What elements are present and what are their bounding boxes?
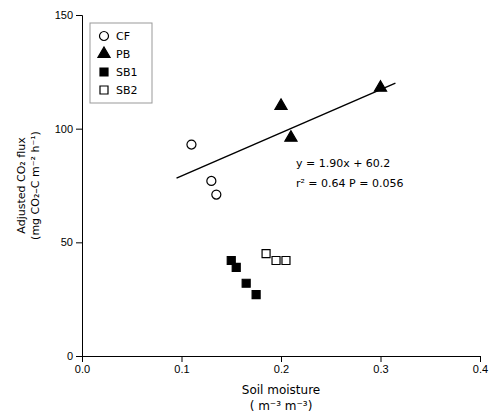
x-tick-label: 0.1: [174, 363, 189, 375]
legend-label: CF: [116, 30, 130, 43]
y-tick-label: 50: [61, 236, 73, 248]
point: [242, 279, 250, 287]
point: [285, 131, 297, 142]
annotation: r² = 0.64 P = 0.056: [296, 177, 403, 190]
y-tick: 150: [55, 9, 82, 21]
legend-symbol: [98, 47, 110, 58]
y-tick-label: 0: [67, 350, 73, 362]
x-tick-label: 0.0: [75, 363, 90, 375]
annotation: y = 1.90x + 60.2: [296, 157, 390, 170]
x-tick: 0.0: [75, 356, 90, 375]
y-tick-label: 100: [55, 123, 73, 135]
x-tick: 0.3: [373, 356, 388, 375]
point: [212, 190, 221, 199]
x-axis-line: [83, 357, 481, 363]
legend-symbol: [100, 68, 108, 76]
x-tick-label: 0.3: [373, 363, 388, 375]
point: [207, 176, 216, 185]
y-axis-line: [76, 16, 83, 357]
y-tick-mark: [76, 15, 82, 16]
point: [252, 291, 260, 299]
legend-label: SB1: [116, 66, 138, 79]
x-tick: 0.2: [274, 356, 289, 375]
y-axis: 0 50 100 150: [55, 9, 83, 362]
point: [262, 250, 270, 258]
y-tick-mark: [76, 356, 82, 357]
x-tick: 0.4: [473, 356, 488, 375]
x-tick-label: 0.4: [473, 363, 488, 375]
point: [282, 257, 290, 265]
x-tick-mark: [381, 356, 382, 362]
legend: CF PB SB1 SB2: [90, 23, 152, 103]
chart: 0.0 0.1 0.2 0.3 0.4 0 50 100 150 y = 1.90x + 60.2…: [0, 0, 500, 420]
y-tick-mark: [76, 242, 82, 243]
point: [272, 257, 280, 265]
x-tick-mark: [480, 356, 481, 362]
x-axis-title: Soil moisture( m⁻³ m⁻³): [242, 383, 320, 413]
plot: 0.0 0.1 0.2 0.3 0.4 0 50 100 150 y = 1.90x + 60.2…: [55, 9, 489, 375]
legend-symbol: [99, 31, 108, 40]
y-tick: 50: [61, 236, 82, 248]
legend-symbol: [100, 86, 108, 94]
point: [187, 140, 196, 149]
point: [232, 263, 240, 271]
legend-box: [90, 23, 152, 103]
x-tick-mark: [281, 356, 282, 362]
point: [275, 99, 287, 110]
x-tick-label: 0.2: [274, 363, 289, 375]
x-tick-mark: [182, 356, 183, 362]
regression-line: [177, 83, 396, 178]
y-tick: 0: [67, 350, 82, 362]
legend-label: SB2: [116, 84, 138, 97]
legend-label: PB: [116, 48, 130, 61]
y-axis-title: Adjusted CO₂ flux(mg CO₂–C m⁻² h⁻¹): [15, 131, 42, 240]
y-tick: 100: [55, 123, 82, 135]
y-tick-label: 150: [55, 9, 73, 21]
x-axis: 0.0 0.1 0.2 0.3 0.4: [75, 356, 488, 375]
x-tick: 0.1: [174, 356, 189, 375]
y-tick-mark: [76, 129, 82, 130]
